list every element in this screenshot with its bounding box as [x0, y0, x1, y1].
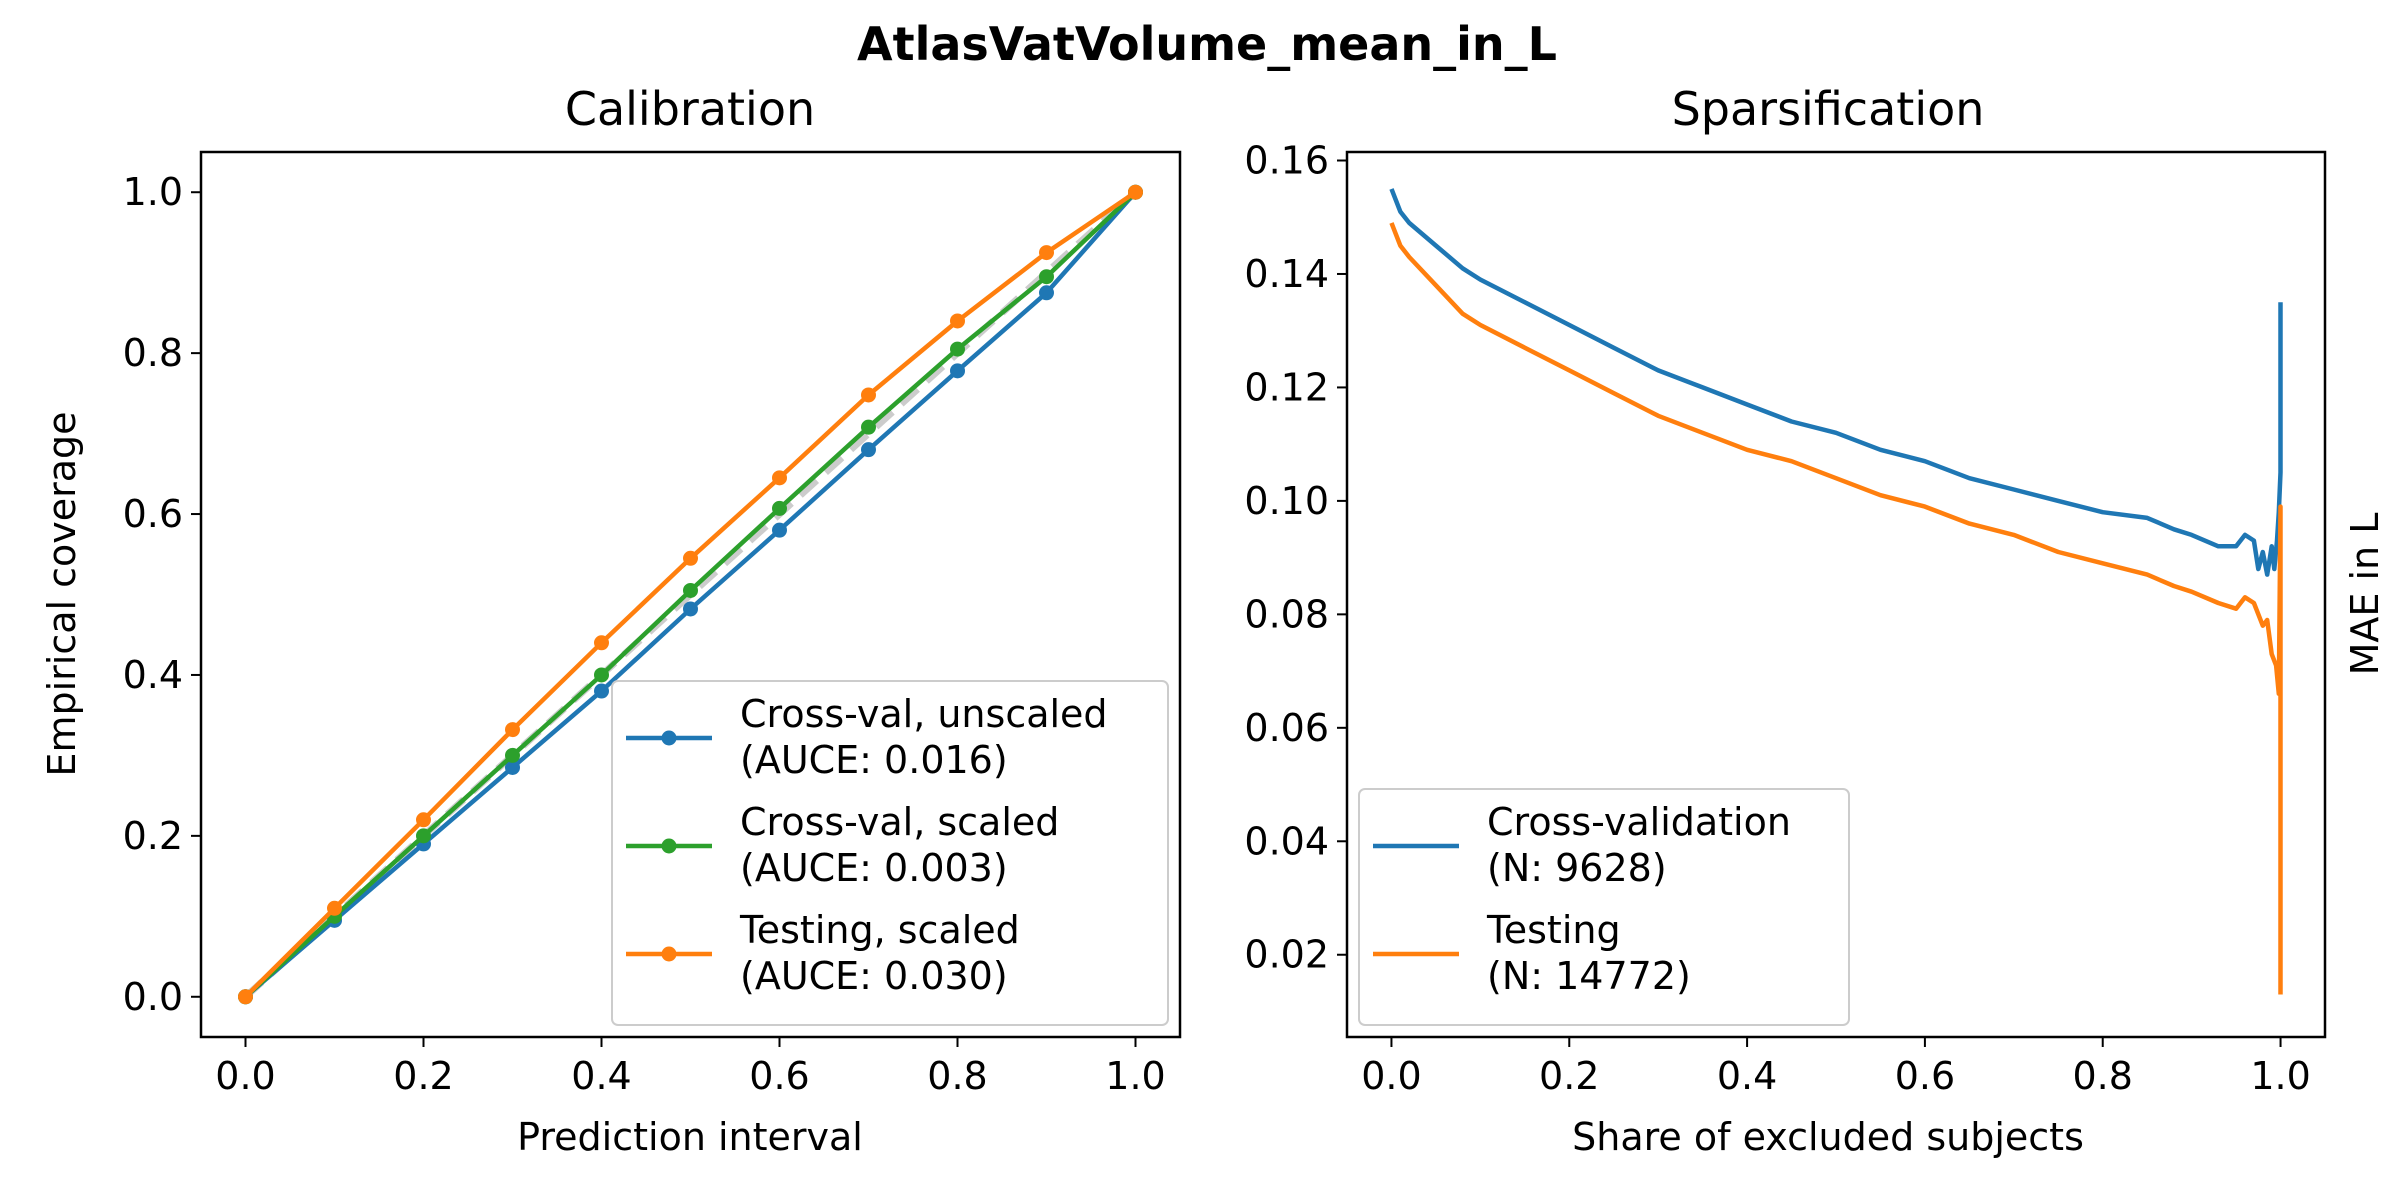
sparsification-legend-box — [1358, 788, 1850, 1026]
sparsification-axes-frame — [1345, 150, 2327, 1039]
calibration-legend-marker — [661, 838, 677, 854]
calibration-x-tick-label: 0.0 — [215, 1054, 275, 1098]
calibration-x-tick-label: 0.4 — [571, 1054, 631, 1098]
calibration-y-tick-label: 0.8 — [123, 331, 183, 375]
calibration-title: Calibration — [565, 82, 815, 136]
calibration-data-point — [594, 667, 609, 683]
calibration-x-tick-label: 0.6 — [749, 1054, 809, 1098]
sparsification-y-tick-label: 0.14 — [1244, 252, 1329, 296]
calibration-data-point — [416, 812, 431, 828]
sparsification-x-tick-label: 0.2 — [1539, 1054, 1599, 1098]
sparsification-y-tick-label: 0.02 — [1244, 933, 1329, 977]
figure-title: AtlasVatVolume_mean_in_L — [857, 17, 1557, 71]
calibration-data-point — [683, 550, 698, 566]
calibration-legend-box — [611, 680, 1169, 1026]
calibration-data-point — [683, 582, 698, 598]
calibration-data-point — [861, 442, 876, 458]
sparsification-panel: Sparsification Share of excluded subject… — [1244, 82, 2387, 1159]
sparsification-y-tick-label: 0.06 — [1244, 706, 1329, 750]
calibration-y-tick-label: 1.0 — [123, 170, 183, 214]
calibration-data-point — [950, 341, 965, 357]
sparsification-series-line-1 — [1389, 222, 2283, 995]
calibration-axes-frame — [199, 150, 1182, 1039]
calibration-data-point — [416, 828, 431, 844]
calibration-y-tick-label: 0.0 — [123, 975, 183, 1019]
sparsification-y-axis-label: MAE in L — [2343, 513, 2387, 676]
calibration-legend-label: Testing, scaled (AUCE: 0.030) — [739, 908, 1020, 998]
sparsification-y-tick-label: 0.08 — [1244, 592, 1329, 636]
sparsification-y-tick-label: 0.12 — [1244, 365, 1329, 409]
calibration-data-point — [950, 313, 965, 329]
calibration-data-point — [1039, 285, 1054, 301]
sparsification-series-line-0 — [1389, 188, 2283, 577]
calibration-y-tick-label: 0.6 — [123, 492, 183, 536]
sparsification-y-tick-label: 0.04 — [1244, 819, 1329, 863]
sparsification-legend-label: Testing (N: 14772) — [1486, 908, 1691, 998]
calibration-data-point — [772, 470, 787, 486]
calibration-data-point — [1039, 245, 1054, 261]
calibration-data-point — [683, 601, 698, 617]
sparsification-x-tick-label: 0.0 — [1361, 1054, 1421, 1098]
calibration-data-point — [950, 363, 965, 379]
calibration-y-tick-label: 0.2 — [123, 814, 183, 858]
sparsification-x-tick-label: 1.0 — [2250, 1054, 2310, 1098]
calibration-data-point — [505, 759, 520, 775]
sparsification-x-tick-label: 0.8 — [2073, 1054, 2133, 1098]
calibration-legend-marker — [661, 946, 677, 962]
calibration-x-tick-label: 1.0 — [1105, 1054, 1165, 1098]
calibration-data-point — [238, 989, 253, 1005]
sparsification-y-tick-label: 0.16 — [1244, 139, 1329, 183]
calibration-data-point — [594, 683, 609, 699]
calibration-data-point — [505, 747, 520, 763]
sparsification-y-tick-label: 0.10 — [1244, 479, 1329, 523]
calibration-data-point — [327, 900, 342, 916]
calibration-x-tick-label: 0.8 — [927, 1054, 987, 1098]
calibration-data-point — [505, 722, 520, 738]
calibration-data-point — [772, 522, 787, 538]
calibration-panel: Calibration Prediction interval Empirica… — [40, 82, 1182, 1159]
calibration-data-point — [861, 387, 876, 403]
calibration-y-axis-label: Empirical coverage — [40, 411, 84, 776]
calibration-data-point — [1128, 184, 1143, 200]
calibration-legend-label: Cross-val, scaled (AUCE: 0.003) — [740, 800, 1059, 890]
calibration-x-tick-label: 0.2 — [393, 1054, 453, 1098]
calibration-data-point — [594, 635, 609, 651]
calibration-data-point — [861, 419, 876, 435]
calibration-x-axis-label: Prediction interval — [517, 1115, 863, 1159]
calibration-data-point — [1039, 269, 1054, 285]
calibration-legend: Cross-val, unscaled (AUCE: 0.016) Cross-va… — [611, 680, 1169, 1026]
calibration-legend-marker — [661, 730, 677, 746]
sparsification-x-tick-label: 0.4 — [1717, 1054, 1777, 1098]
calibration-y-tick-label: 0.4 — [123, 653, 183, 697]
calibration-legend-label: Cross-val, unscaled (AUCE: 0.016) — [740, 692, 1108, 782]
sparsification-x-axis-label: Share of excluded subjects — [1572, 1115, 2084, 1159]
sparsification-title: Sparsification — [1672, 82, 1985, 136]
sparsification-x-tick-label: 0.6 — [1895, 1054, 1955, 1098]
sparsification-legend: Cross-validation (N: 9628) Testing (N: 1477… — [1358, 788, 1850, 1026]
calibration-data-point — [772, 500, 787, 516]
sparsification-legend-label: Cross-validation (N: 9628) — [1487, 800, 1791, 890]
